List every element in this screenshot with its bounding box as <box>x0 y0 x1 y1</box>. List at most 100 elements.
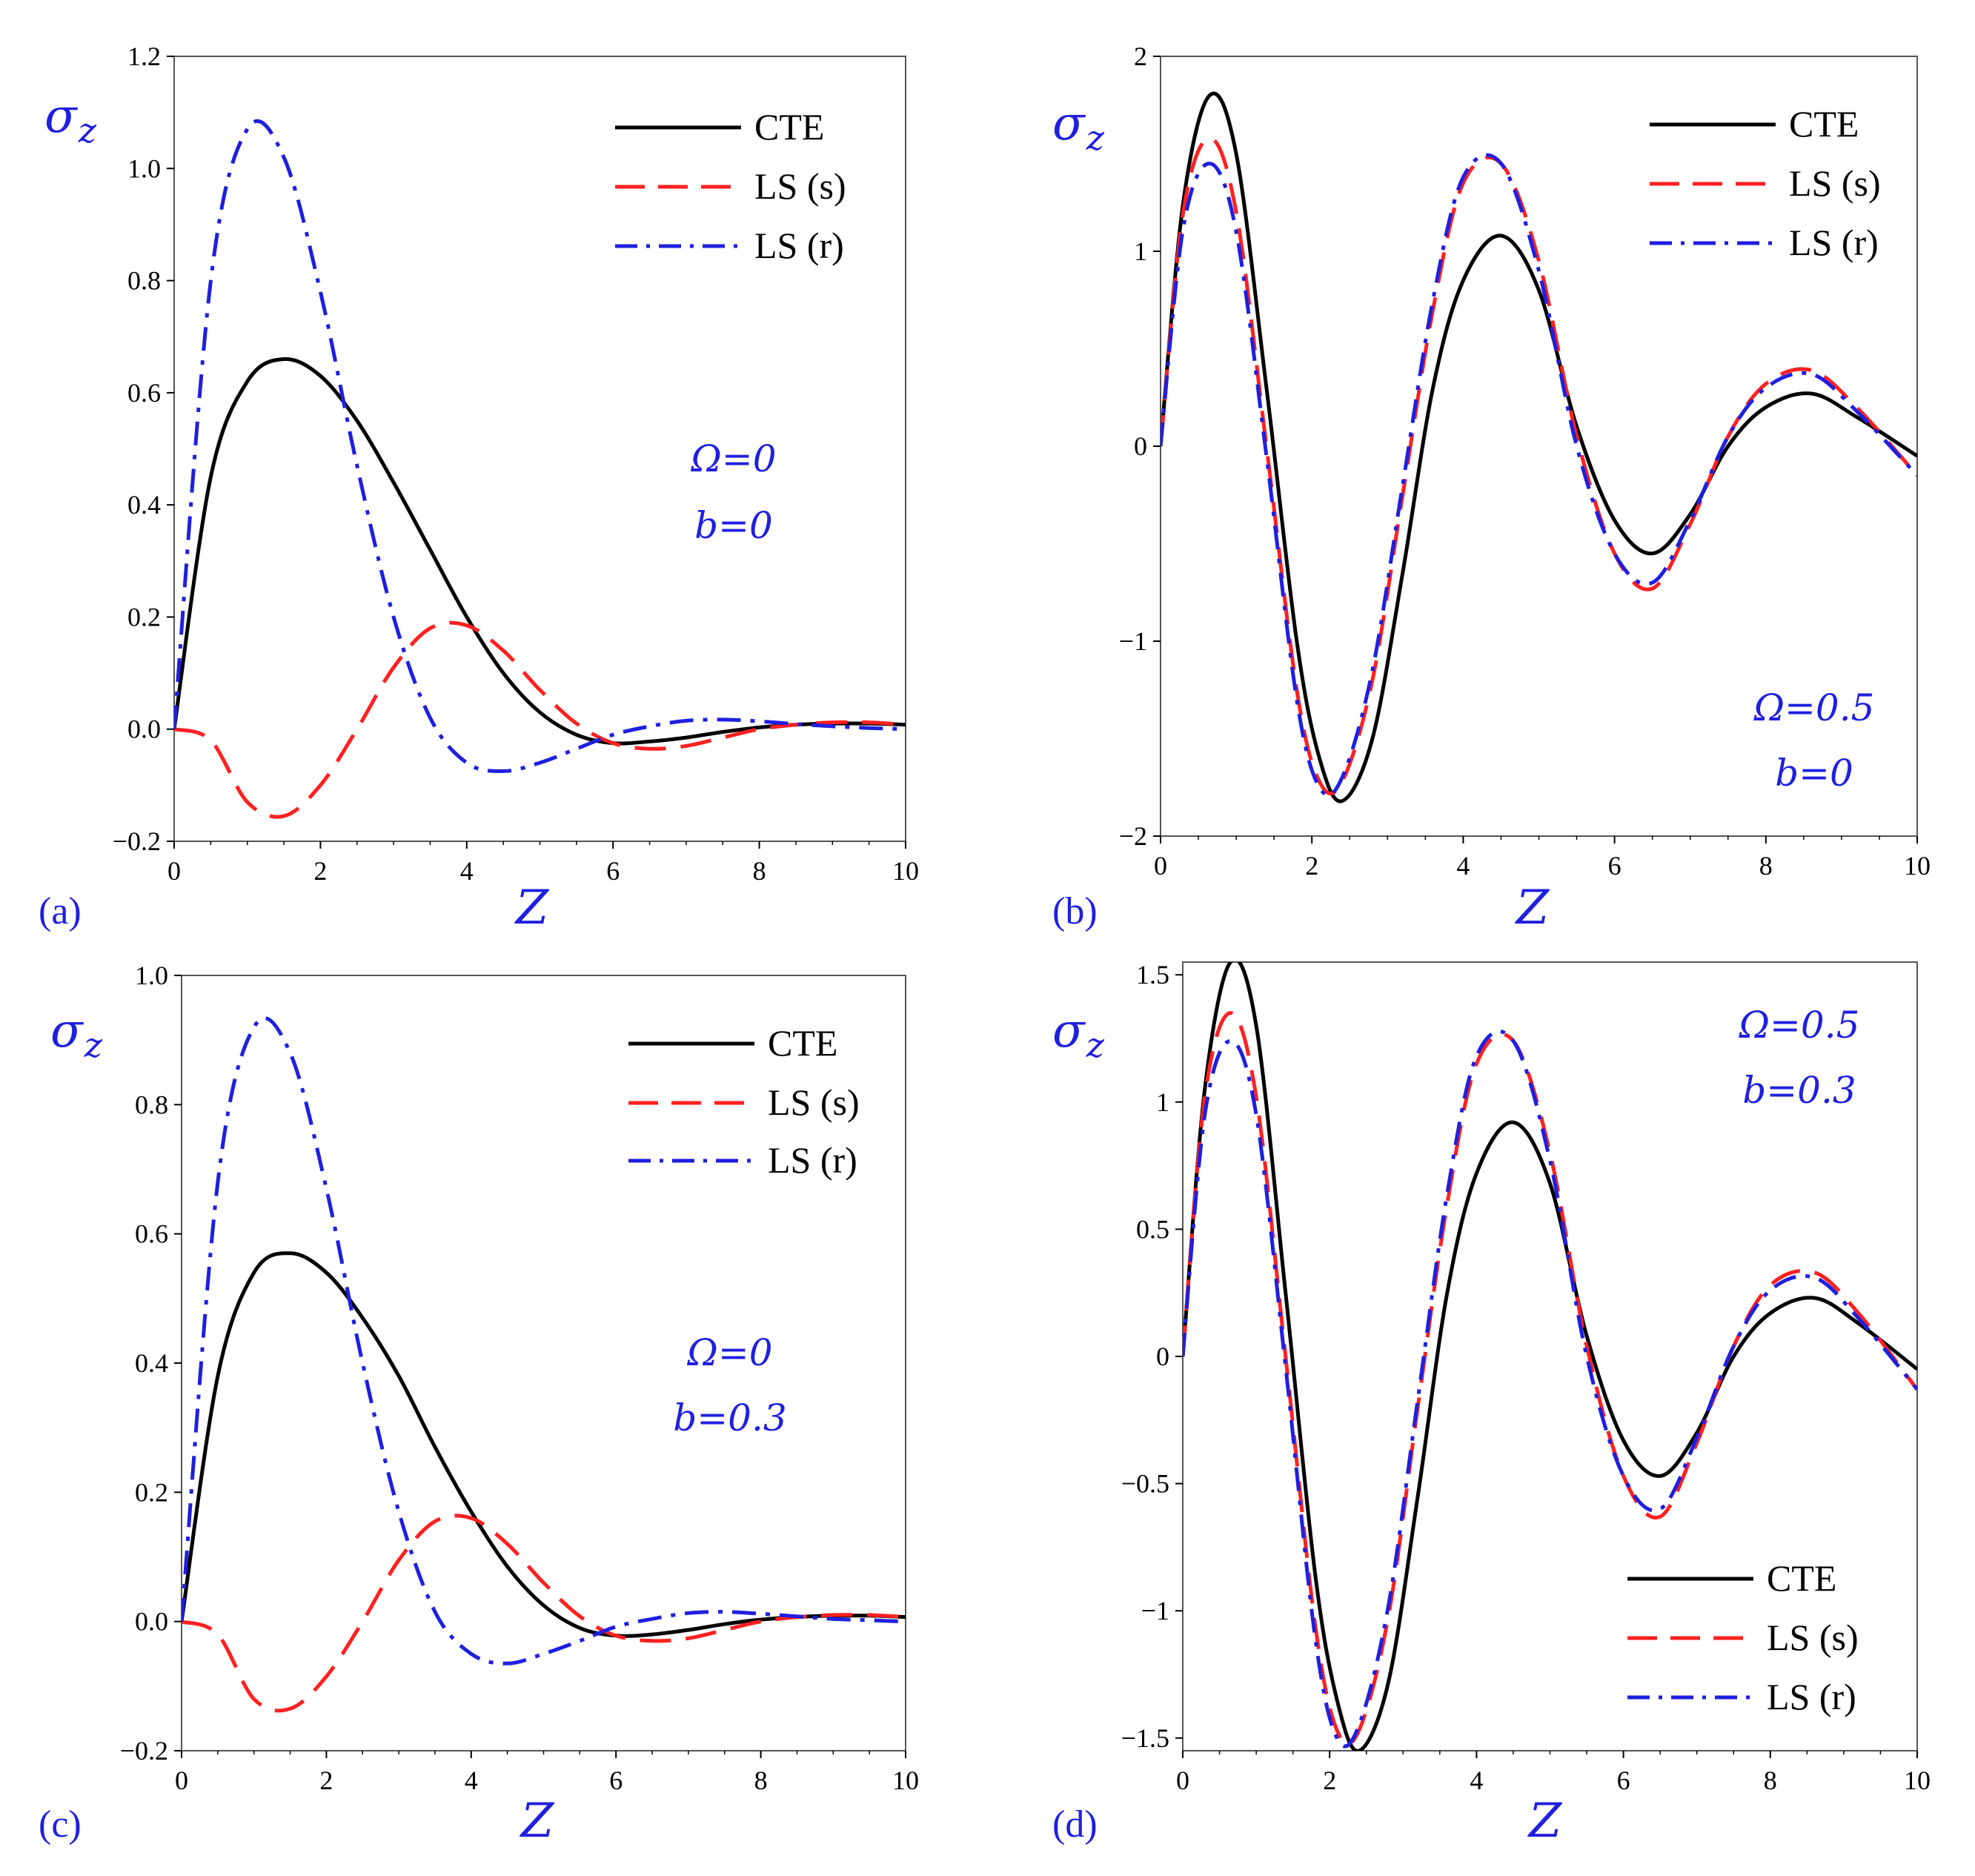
panel-a-ytick-label: 0.8 <box>127 266 161 296</box>
panel-c-ylabel: σz <box>50 1004 103 1065</box>
panel-a-ytick-label: 0.6 <box>127 378 161 408</box>
panel-d-ylabel-sigma: σ <box>1052 1004 1086 1058</box>
panel-a-xlabel: Z <box>514 881 550 935</box>
panel-c-ytick-label: 0.2 <box>135 1477 168 1507</box>
panel-d-annotation-b: b=0.3 <box>1742 1069 1856 1112</box>
panel-b-xtick-label: 0 <box>1154 851 1167 881</box>
panel-c-ytick-label: 0.4 <box>135 1348 168 1378</box>
panel-c-legend-ls-s: LS (s) <box>768 1081 860 1123</box>
panel-c-tag: (c) <box>39 1803 82 1846</box>
panel-d-legend: CTE LS (s) LS (r) <box>1627 1557 1859 1717</box>
panel-b-xtick-label: 4 <box>1456 851 1470 881</box>
panel-d-tag: (d) <box>1052 1803 1098 1846</box>
panel-c-ytick-label: −0.2 <box>120 1736 168 1766</box>
panel-a-ytick-label: 0.4 <box>127 490 161 520</box>
panel-d-plot: 0 2 4 6 8 10 −1.5 −1 −0.5 0 0.5 1 1.5 <box>1121 960 1931 1795</box>
panel-a-legend-ls-s: LS (s) <box>754 165 846 207</box>
panel-c-xtick-label: 10 <box>892 1766 919 1795</box>
panel-d-ytick-label: 0 <box>1156 1342 1169 1371</box>
panel-c-xtick-label: 0 <box>175 1766 188 1795</box>
panel-b-annotation-omega: Ω=0.5 <box>1753 686 1875 729</box>
panel-a-annotation-b: b=0 <box>694 504 773 547</box>
panel-c-ylabel-sub: z <box>84 1025 103 1065</box>
panel-a-legend: CTE LS (s) LS (r) <box>615 106 846 266</box>
panel-c-ytick-label: 0.8 <box>135 1090 168 1119</box>
panel-d-xtick-label: 2 <box>1323 1766 1336 1795</box>
panel-a-series-ls-s <box>174 620 906 819</box>
panel-b-xtick-label: 6 <box>1608 851 1622 881</box>
panel-d-xtick-label: 6 <box>1617 1766 1630 1795</box>
panel-a-ytick-label: 1.0 <box>127 153 161 183</box>
panel-a-ylabel-sub: z <box>78 110 97 150</box>
panel-d-legend-ls-s: LS (s) <box>1767 1617 1859 1658</box>
plot-areas: 0 2 4 6 8 10−0.20.00.20.40.60.81.01.20 2 4 6 8 10−… <box>113 42 1931 1795</box>
panel-a-xtick-label: 8 <box>753 856 766 886</box>
panel-d-ytick-label: 1 <box>1156 1087 1169 1117</box>
panel-c-series-ls-r <box>182 1016 906 1665</box>
panel-b-ylabel: σz <box>1052 96 1105 158</box>
panel-d-ylabel-sub: z <box>1086 1025 1105 1065</box>
panel-b-series-ls-r <box>1161 153 1917 798</box>
panel-a-ytick-label: −0.2 <box>113 826 161 856</box>
panel-c-ytick-label: 1.0 <box>135 961 168 990</box>
panel-a-xtick-label: 2 <box>313 856 327 886</box>
panel-d-xlabel: Z <box>1527 1794 1563 1849</box>
panel-c-annotation-omega: Ω=0 <box>686 1331 772 1374</box>
panel-d-xtick-label: 4 <box>1470 1766 1483 1795</box>
panel-b-xlabel: Z <box>1515 881 1550 935</box>
panel-d-series-ls-r <box>1183 1030 1917 1749</box>
panel-a-legend-ls-r: LS (r) <box>754 225 844 266</box>
panel-c-xtick-label: 4 <box>465 1766 478 1795</box>
panel-a-series-cte <box>174 357 906 746</box>
panel-d-ylabel: σz <box>1052 1004 1105 1065</box>
panel-b-legend-ls-s: LS (s) <box>1789 162 1881 204</box>
panel-b-ytick-label: 1 <box>1134 236 1147 266</box>
panel-c-plot: 0 2 4 6 8 10 −0.2 0.0 0.2 0.4 0.6 0.8 1.0 <box>120 961 919 1795</box>
panel-c-xtick-label: 2 <box>319 1766 333 1795</box>
panel-b-ytick-label: 0 <box>1134 431 1147 461</box>
panel-c: (c) σz Z Ω=0 b=0.3 CTE LS (s) LS (r) <box>39 1004 860 1849</box>
panel-c-legend-cte: CTE <box>768 1022 837 1064</box>
panel-c-legend-ls-r: LS (r) <box>768 1139 857 1181</box>
panel-d: (d) σz Z Ω=0.5 b=0.3 CTE LS (s) LS (r) <box>1052 1004 1859 1849</box>
panel-b-ylabel-sigma: σ <box>1052 96 1086 151</box>
panel-c-xlabel: Z <box>520 1794 555 1849</box>
panel-a-plot: 0 2 4 6 8 10 −0.2 0.0 0.2 0.4 0.6 0.8 1.0 1.2 <box>113 42 919 886</box>
panel-a-legend-cte: CTE <box>754 106 824 148</box>
panel-c-legend: CTE LS (s) LS (r) <box>628 1022 860 1181</box>
panel-d-ytick-label: −0.5 <box>1121 1469 1169 1499</box>
panel-c-annotation-b: b=0.3 <box>673 1396 786 1439</box>
panel-b-xtick-label: 8 <box>1759 851 1773 881</box>
panel-d-xtick-label: 0 <box>1176 1766 1189 1795</box>
panel-c-ylabel-sigma: σ <box>50 1004 84 1058</box>
panel-a-ylabel: σz <box>44 89 97 150</box>
panel-d-ytick-label: −1 <box>1141 1596 1169 1625</box>
panel-b-legend-cte: CTE <box>1789 103 1859 145</box>
panel-c-ytick-label: 0.6 <box>135 1219 168 1249</box>
panel-c-xtick-label: 6 <box>609 1766 623 1795</box>
panel-a-xtick-label: 4 <box>460 856 474 886</box>
panel-d-annotation-omega: Ω=0.5 <box>1739 1004 1860 1047</box>
panel-c-series-cte <box>182 1251 906 1638</box>
panel-b-tag: (b) <box>1052 890 1098 932</box>
panel-b-legend-ls-r: LS (r) <box>1789 222 1879 263</box>
panel-d-legend-ls-r: LS (r) <box>1767 1676 1856 1717</box>
panel-c-ytick-label: 0.0 <box>135 1607 168 1637</box>
panel-d-ytick-label: 1.5 <box>1136 960 1169 990</box>
panel-a: (a) σz Z Ω=0 b=0 CTE LS (s) LS (r) <box>39 89 846 935</box>
panel-a-ytick-label: 0.2 <box>127 602 161 632</box>
panel-c-xtick-label: 8 <box>754 1766 768 1795</box>
panel-b-ylabel-sub: z <box>1086 118 1105 158</box>
panel-b-plot: 0 2 4 6 8 10 −2 −1 0 1 2 <box>1119 42 1931 881</box>
panel-b-ytick-label: −2 <box>1119 821 1147 851</box>
panel-d-ytick-label: 0.5 <box>1136 1214 1169 1244</box>
panel-a-xtick-label: 6 <box>606 856 620 886</box>
panel-b-ytick-label: −1 <box>1119 626 1147 656</box>
panel-b-ytick-label: 2 <box>1134 42 1147 71</box>
panel-d-series-cte <box>1183 962 1917 1751</box>
panel-c-series-ls-s <box>182 1514 906 1713</box>
panel-b-xtick-label: 10 <box>1904 851 1931 881</box>
panel-a-ylabel-sigma: σ <box>44 89 79 144</box>
panel-d-xtick-label: 10 <box>1904 1766 1931 1795</box>
